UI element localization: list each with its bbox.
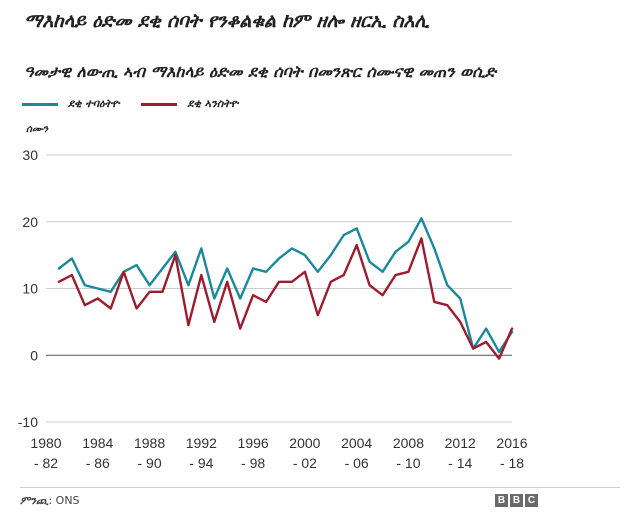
x-tick-label-range: - 18 xyxy=(500,455,524,471)
x-tick-label-range: - 98 xyxy=(241,455,265,471)
legend-item-men: ደቂ ተባዕትዮ xyxy=(22,97,119,111)
x-tick-label: 2016 xyxy=(496,435,527,451)
x-tick-label: 2004 xyxy=(341,435,372,451)
x-tick-label-range: - 82 xyxy=(34,455,58,471)
legend: ደቂ ተባዕትዮ ደቂ ኣንስትዮ xyxy=(22,97,260,111)
y-axis-label: ሰሙን xyxy=(26,124,49,135)
chart-subtitle: ዓመታዊ ለውጢ ኣብ ማእከላይ ዕድመ ደቂ ሰባት በመንጽር ሰሙናዊ … xyxy=(24,62,496,81)
legend-swatch-men xyxy=(22,102,58,106)
x-tick-label: 1988 xyxy=(134,435,165,451)
x-tick-label: 2000 xyxy=(289,435,320,451)
x-tick-label: 1996 xyxy=(238,435,269,451)
y-tick-label: 20 xyxy=(22,214,38,230)
x-tick-label-range: - 86 xyxy=(86,455,110,471)
y-tick-label: 0 xyxy=(30,347,38,363)
legend-label-women: ደቂ ኣንስትዮ xyxy=(187,97,239,110)
x-tick-label: 2008 xyxy=(393,435,424,451)
x-tick-label: 1980 xyxy=(30,435,61,451)
legend-swatch-women xyxy=(141,102,178,106)
legend-item-women: ደቂ ኣንስትዮ xyxy=(141,97,238,111)
bbc-logo-letter: C xyxy=(525,494,538,507)
x-tick-label-range: - 02 xyxy=(293,455,317,471)
chart-title: ማእከላይ ዕድመ ደቂ ሰባት የንቆልቁል ከም ዘሎ ዘርኢ ስእሊ xyxy=(24,10,429,32)
x-tick-label: 2012 xyxy=(445,435,476,451)
series-line-men xyxy=(57,217,514,354)
bbc-logo: B B C xyxy=(493,494,538,507)
x-tick-label-range: - 06 xyxy=(345,455,369,471)
source-label: ምንጪ xyxy=(20,494,49,507)
x-tick-label-range: - 10 xyxy=(396,455,420,471)
bbc-logo-letter: B xyxy=(510,494,523,507)
y-tick-label: -10 xyxy=(18,414,38,430)
x-tick-label-range: - 90 xyxy=(137,455,161,471)
series-line-women xyxy=(57,237,514,360)
footer-divider xyxy=(20,487,620,488)
x-tick-label: 1984 xyxy=(82,435,113,451)
y-tick-label: 30 xyxy=(22,147,38,163)
x-tick-label-range: - 94 xyxy=(189,455,213,471)
y-tick-label: 10 xyxy=(22,281,38,297)
line-chart: 30 20 10 0 -10 1980 - 82 1984 - 86 1988 - 90 1992 - … xyxy=(18,147,528,471)
source-text: : ONS xyxy=(48,494,80,507)
legend-label-men: ደቂ ተባዕትዮ xyxy=(68,97,120,110)
x-tick-label: 1992 xyxy=(186,435,217,451)
source-note: ምንጪ: ONS xyxy=(20,494,80,508)
x-tick-label-range: - 14 xyxy=(448,455,472,471)
bbc-logo-letter: B xyxy=(495,494,508,507)
